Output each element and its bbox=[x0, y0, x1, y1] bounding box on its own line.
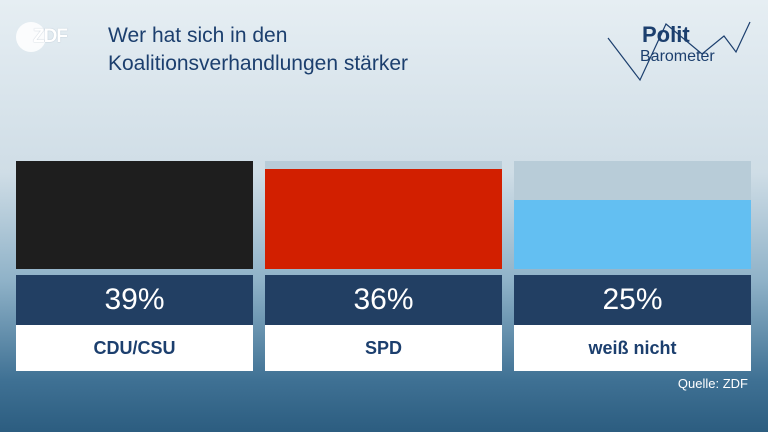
title-line-1: Wer hat sich in den bbox=[108, 24, 288, 47]
bar-value-label: 25% bbox=[514, 275, 751, 325]
bar-category-label: weiß nicht bbox=[514, 325, 751, 371]
zdf-logo-text: ZDF bbox=[33, 26, 68, 47]
zdf-logo: ZDF bbox=[16, 22, 76, 52]
title-line-2: Koalitionsverhandlungen stärker bbox=[108, 52, 409, 75]
politbarometer-word-1: Polit bbox=[642, 22, 690, 47]
bar-category-label: SPD bbox=[265, 325, 502, 371]
politbarometer-zigzag-icon bbox=[607, 21, 751, 82]
bar-category-label: CDU/CSU bbox=[16, 325, 253, 371]
bar bbox=[514, 200, 751, 269]
bar-track bbox=[265, 161, 502, 269]
chart-title: Wer hat sich in den Koalitionsverhandlun… bbox=[108, 22, 548, 78]
zdf-logo-circle bbox=[16, 22, 46, 52]
politbarometer-word-2: Barometer bbox=[640, 48, 715, 65]
bar bbox=[265, 169, 502, 269]
bar-track bbox=[514, 161, 751, 269]
bar-value-label: 39% bbox=[16, 275, 253, 325]
bar-value-label: 36% bbox=[265, 275, 502, 325]
source-note: Quelle: ZDF bbox=[677, 376, 748, 391]
politbarometer-logo: Polit Barometer bbox=[604, 18, 754, 88]
bar-track bbox=[16, 161, 253, 269]
bar bbox=[16, 161, 253, 269]
